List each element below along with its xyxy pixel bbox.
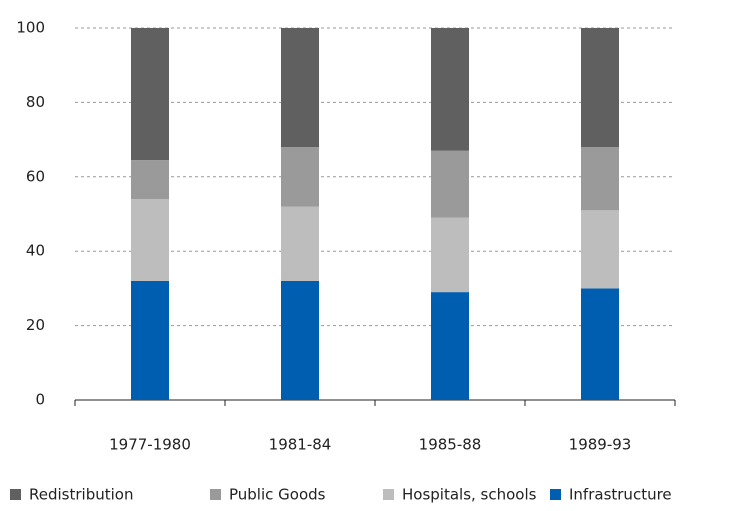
legend-swatch [383, 489, 394, 500]
y-tick-label: 20 [26, 316, 45, 334]
bar-segment [581, 28, 619, 148]
x-tick-label: 1981-84 [269, 436, 332, 454]
legend-swatch [10, 489, 21, 500]
bar-segment [431, 150, 469, 218]
bar-segment [131, 199, 169, 281]
x-tick-label: 1985-88 [419, 436, 482, 454]
bar-segment [281, 280, 319, 400]
bar-segment [431, 28, 469, 151]
legend-label: Infrastructure [569, 486, 672, 504]
bar-segment [281, 28, 319, 148]
x-tick-label: 1989-93 [569, 436, 632, 454]
bar-segment [131, 280, 169, 400]
bar-segment [131, 160, 169, 200]
legend-label: Public Goods [229, 486, 326, 504]
y-tick-label: 60 [26, 167, 45, 185]
y-tick-label: 0 [35, 391, 45, 409]
y-tick-label: 40 [26, 242, 45, 260]
bar-segment [431, 217, 469, 293]
y-tick-label: 80 [26, 93, 45, 111]
bar-segment [281, 147, 319, 207]
bar-segment [581, 147, 619, 211]
bar-segment [131, 28, 169, 161]
legend-swatch [550, 489, 561, 500]
bar-segment [281, 206, 319, 281]
bar-segment [581, 288, 619, 400]
bar-segment [431, 292, 469, 400]
y-tick-label: 100 [16, 19, 45, 37]
legend-swatch [210, 489, 221, 500]
legend-label: Hospitals, schools [402, 486, 537, 504]
x-tick-label: 1977-1980 [109, 436, 191, 454]
legend-label: Redistribution [29, 486, 133, 504]
bar-segment [581, 210, 619, 289]
